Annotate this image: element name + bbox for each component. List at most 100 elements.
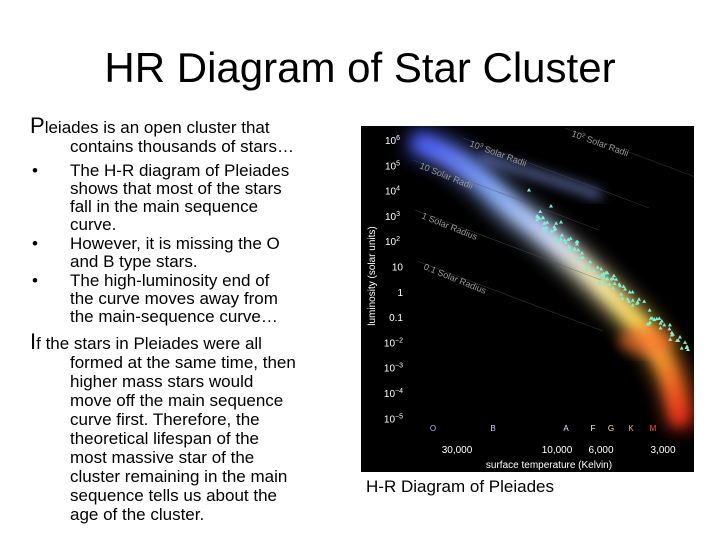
main-sequence-band <box>407 127 694 428</box>
star-point <box>684 345 689 349</box>
pleiades-stars <box>527 188 691 352</box>
radius-line <box>462 137 650 209</box>
conclusion-line: cluster remaining in the main <box>70 467 288 486</box>
star-point <box>630 298 635 302</box>
bullet-item: • The H-R diagram of Pleiades shows that m… <box>30 162 350 234</box>
star-point <box>574 242 579 246</box>
star-point <box>642 299 647 303</box>
star-point <box>549 204 553 208</box>
bullet-list: • The H-R diagram of Pleiades shows that m… <box>30 162 350 326</box>
bullet-line: the main-sequence curve… <box>70 307 278 326</box>
star-point <box>669 333 674 337</box>
star-point <box>669 330 674 335</box>
star-point <box>568 236 573 240</box>
star-point <box>630 303 635 307</box>
main-sequence-core <box>414 137 684 425</box>
giant-branch <box>479 152 603 200</box>
figure-caption: H-R Diagram of Pleiades <box>366 477 555 496</box>
star-point <box>555 240 560 244</box>
star-point <box>597 280 602 284</box>
star-point <box>627 289 632 294</box>
star-point <box>611 273 616 278</box>
conclusion-line: higher mass stars would <box>70 372 254 391</box>
x-axis-label: surface temperature (Kelvin) <box>486 460 612 471</box>
star-point <box>620 296 625 300</box>
star-point <box>625 296 630 301</box>
x-tick-label: 30,000 <box>442 445 473 456</box>
star-point <box>540 215 545 220</box>
star-point <box>614 277 619 281</box>
star-point <box>558 237 563 241</box>
star-point <box>579 251 584 255</box>
star-point <box>621 284 626 288</box>
radius-line <box>564 127 694 177</box>
star-point <box>609 276 614 281</box>
x-tick-label: 10,000 <box>542 445 573 456</box>
intro-line-2: contains thousands of stars… <box>70 137 294 156</box>
star-point <box>552 224 557 229</box>
star-point <box>667 326 672 331</box>
conclusion-line: theoretical lifespan of the <box>70 429 260 448</box>
radius-label: 0.1 Solar Radius <box>422 262 488 296</box>
star-point <box>610 285 615 290</box>
star-point <box>591 268 596 272</box>
red-giant-region <box>618 327 674 355</box>
star-point <box>562 238 567 242</box>
star-point <box>605 270 610 275</box>
star-point <box>545 220 550 224</box>
star-point <box>575 239 580 244</box>
x-tick-label: 6,000 <box>588 445 613 456</box>
star-point <box>647 320 652 324</box>
spectral-class-label: B <box>490 424 495 433</box>
star-point <box>585 263 590 268</box>
conclusion-line: move off the main sequence <box>70 391 284 410</box>
conclusion-paragraph: If the stars in Pleiades were all formed… <box>30 329 350 525</box>
star-point <box>667 322 672 327</box>
y-tick-label: 106 <box>385 135 400 147</box>
star-point <box>567 244 572 248</box>
y-tick-label: 10−2 <box>384 337 403 349</box>
star-point <box>668 337 673 341</box>
star-point <box>579 255 584 260</box>
y-tick-label: 1 <box>397 288 403 299</box>
star-point <box>549 229 554 233</box>
star-point <box>634 301 639 305</box>
star-point <box>637 297 642 301</box>
star-point <box>553 236 558 240</box>
y-axis-label: luminosity (solar units) <box>367 226 378 325</box>
body-text: Pleiades is an open cluster that contain… <box>30 113 350 525</box>
drop-initial: I <box>30 329 37 354</box>
y-tick-label: 10 <box>392 263 404 274</box>
slide-title: HR Diagram of Star Cluster <box>104 44 616 91</box>
conclusion-line: curve first. Therefore, the <box>70 410 260 429</box>
star-point <box>677 334 682 339</box>
drop-initial: P <box>30 113 45 138</box>
star-point <box>607 282 612 286</box>
star-point <box>527 188 531 192</box>
star-point <box>657 316 662 320</box>
star-point <box>683 340 688 344</box>
bullet-line: The high-luminosity end of <box>70 271 270 290</box>
radius-label: 102 Solar Radii <box>570 128 630 158</box>
star-point <box>659 318 664 323</box>
star-point <box>623 287 628 291</box>
bullet-marker: • <box>32 161 38 180</box>
y-tick-label: 102 <box>385 236 400 248</box>
star-point <box>679 346 684 350</box>
x-tick-label: 3,000 <box>650 445 675 456</box>
star-point <box>535 217 540 222</box>
hr-diagram: 103 Solar Radii 102 Solar Radii 10 Solar R… <box>361 126 694 472</box>
intro-paragraph: Pleiades is an open cluster that contain… <box>30 113 350 157</box>
star-point <box>595 265 600 269</box>
bullet-line: However, it is missing the O <box>70 234 280 253</box>
y-tick-label: 0.1 <box>389 313 403 324</box>
y-tick-label: 105 <box>385 160 400 172</box>
spectral-class-label: G <box>608 424 614 433</box>
star-point <box>612 281 617 286</box>
star-point <box>538 209 543 214</box>
intro-line-1: leiades is an open cluster that <box>44 118 270 137</box>
star-point <box>599 267 604 271</box>
spectral-class-label: M <box>650 424 657 433</box>
